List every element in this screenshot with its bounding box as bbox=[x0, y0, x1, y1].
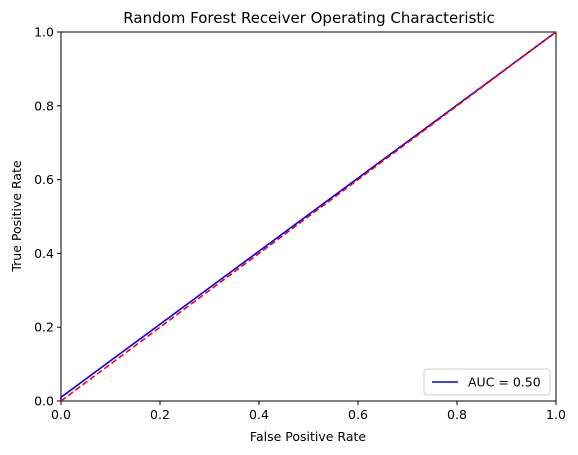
y-tick-label: 0.4 bbox=[34, 246, 54, 261]
x-axis-label: False Positive Rate bbox=[250, 429, 366, 444]
y-tick-label: 1.0 bbox=[34, 25, 54, 40]
y-tick-label: 0.8 bbox=[34, 98, 54, 113]
roc-curve-line bbox=[60, 31, 557, 401]
plot-frame bbox=[60, 31, 557, 402]
legend-box bbox=[423, 368, 551, 396]
y-tick-label: 0.6 bbox=[34, 172, 54, 187]
x-tick-label: 0.4 bbox=[249, 407, 269, 422]
x-tick-label: 1.0 bbox=[546, 407, 566, 422]
series-layer bbox=[60, 31, 557, 402]
y-axis-ticks: 0.0 0.2 0.4 0.6 0.8 1.0 bbox=[34, 25, 61, 409]
x-axis-ticks: 0.0 0.2 0.4 0.6 0.8 1.0 bbox=[51, 401, 566, 422]
x-tick-label: 0.2 bbox=[150, 407, 170, 422]
x-tick-label: 0.0 bbox=[51, 407, 71, 422]
x-tick-label: 0.6 bbox=[348, 407, 368, 422]
x-tick-label: 0.8 bbox=[447, 407, 467, 422]
y-axis-label: True Positive Rate bbox=[9, 160, 24, 273]
y-tick-label: 0.0 bbox=[34, 394, 54, 409]
y-tick-label: 0.2 bbox=[34, 320, 54, 335]
chart-title: Random Forest Receiver Operating Charact… bbox=[123, 9, 494, 27]
legend: AUC = 0.50 bbox=[423, 368, 551, 396]
chance-diagonal-line bbox=[60, 31, 557, 402]
legend-label: AUC = 0.50 bbox=[468, 375, 541, 390]
